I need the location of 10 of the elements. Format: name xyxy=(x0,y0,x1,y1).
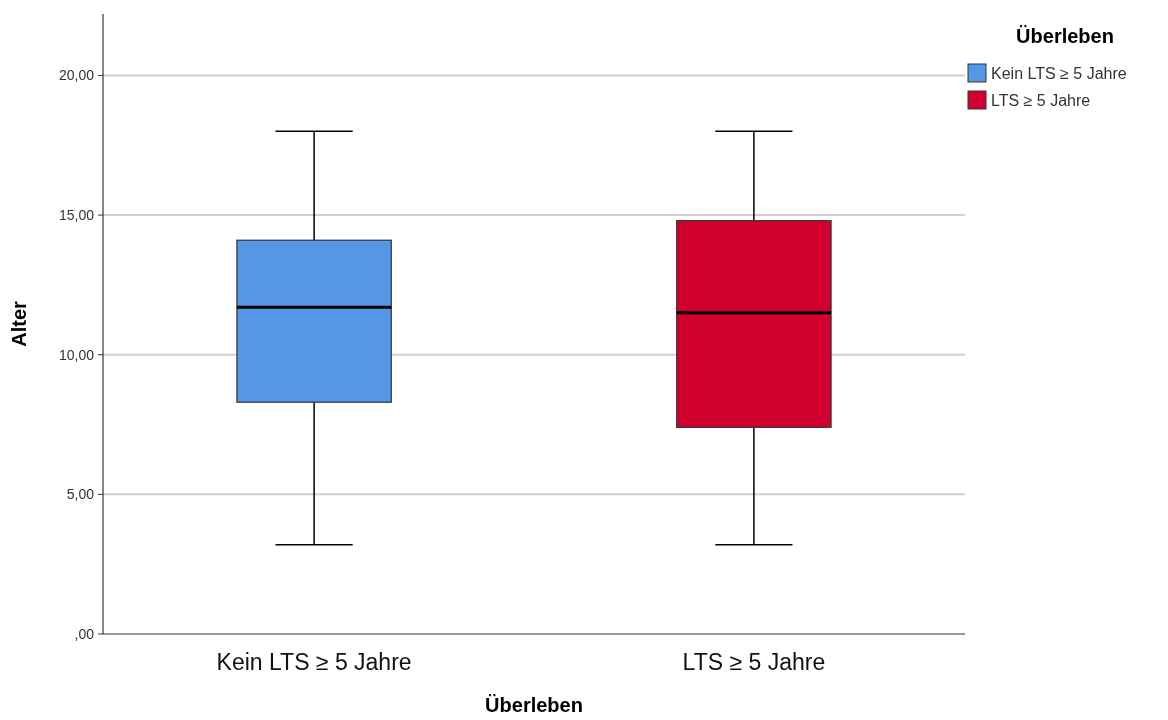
legend-label: Kein LTS ≥ 5 Jahre xyxy=(991,64,1127,82)
y-axis-title: Alter xyxy=(8,301,30,347)
y-tick-label: 10,00 xyxy=(58,346,95,363)
legend-label: LTS ≥ 5 Jahre xyxy=(991,91,1091,109)
y-tick-label: 5,00 xyxy=(66,486,95,503)
legend-title: Überleben xyxy=(1016,25,1114,47)
y-tick-label: 20,00 xyxy=(58,67,95,84)
y-tick-label: 15,00 xyxy=(58,206,95,223)
x-axis-title: Überleben xyxy=(485,694,583,716)
y-tick-label: ,00 xyxy=(74,625,95,642)
